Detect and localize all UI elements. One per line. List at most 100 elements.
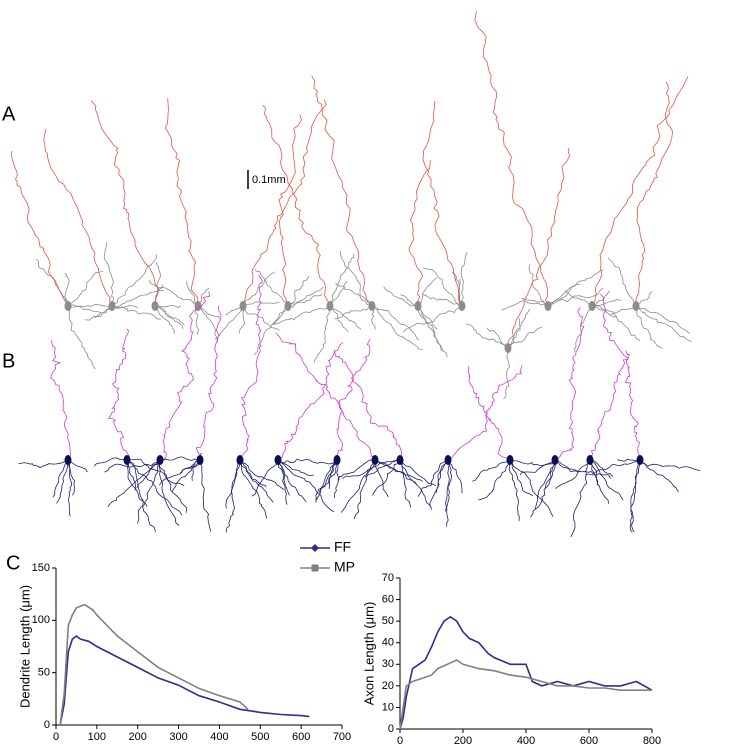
dendrite: [329, 280, 348, 307]
y-tick-label: 20: [382, 680, 394, 692]
axon: [278, 114, 303, 307]
dendrite: [239, 459, 267, 519]
dendrite: [242, 301, 280, 307]
dendrite: [635, 305, 690, 334]
dendrite: [277, 459, 307, 503]
dendrite: [67, 459, 76, 496]
legend-marker: [311, 544, 319, 552]
dendrite: [417, 459, 449, 497]
dendrite: [36, 259, 69, 307]
dendrite: [287, 293, 323, 308]
dendrite: [111, 305, 161, 320]
dendrite: [287, 287, 324, 307]
dendrite: [56, 459, 69, 504]
dendrite: [186, 280, 199, 307]
axon: [333, 349, 403, 461]
x-tick-label: 0: [397, 735, 403, 746]
soma: [371, 455, 379, 465]
dendrite: [547, 269, 604, 307]
dendrite: [501, 299, 549, 311]
scale-bar-label: 0.1mm: [252, 174, 286, 186]
dendrite: [341, 459, 376, 513]
dendrite: [353, 459, 377, 520]
panel-label: A: [2, 103, 16, 125]
x-tick-label: 100: [88, 731, 106, 743]
soma: [284, 301, 292, 311]
dendrite: [335, 283, 373, 307]
soma: [444, 455, 452, 465]
axon: [277, 342, 344, 461]
axon: [467, 365, 511, 461]
x-tick-label: 600: [292, 731, 310, 743]
dendrite: [340, 250, 373, 307]
axon: [591, 76, 689, 307]
dendrite: [199, 459, 211, 532]
dendrite: [239, 459, 267, 488]
dendrite: [318, 459, 338, 494]
soma: [239, 301, 247, 311]
dendrite: [435, 459, 449, 493]
dendrite: [126, 458, 185, 486]
y-tick-label: 0: [44, 719, 50, 731]
dendrite: [635, 291, 653, 307]
soma: [333, 455, 341, 465]
soma: [396, 455, 404, 465]
dendrite: [154, 305, 175, 334]
dendrite: [589, 459, 624, 501]
dendrite: [225, 459, 241, 509]
x-tick-label: 400: [517, 735, 535, 746]
dendrite: [84, 305, 113, 321]
dendrite: [67, 271, 103, 307]
legend-marker: [311, 564, 319, 572]
axon: [159, 291, 211, 461]
dendrite: [371, 305, 376, 330]
dendrite: [329, 253, 355, 307]
axon: [238, 275, 263, 461]
dendrite: [197, 305, 219, 343]
dendrite: [316, 459, 338, 501]
dendrite: [277, 459, 288, 505]
dendrite: [589, 459, 614, 477]
dendrite: [521, 297, 549, 307]
series-line: [399, 659, 652, 730]
x-tick-label: 300: [169, 731, 187, 743]
soma: [64, 455, 72, 465]
dendrite: [172, 459, 201, 493]
dendrite: [329, 305, 362, 330]
dendrite: [635, 305, 663, 349]
dendrite: [509, 459, 554, 517]
y-tick-label: 40: [382, 637, 394, 649]
dendrite: [374, 459, 418, 485]
soma: [274, 455, 282, 465]
axon: [635, 81, 673, 307]
dendrite: [337, 459, 376, 481]
series-line: [59, 634, 310, 726]
dendrite: [126, 459, 156, 533]
series-line: [59, 603, 249, 726]
axon: [408, 159, 431, 307]
dendrite: [608, 257, 637, 307]
dendrite: [465, 323, 509, 349]
dendrite: [445, 459, 450, 527]
dendrite: [503, 347, 510, 400]
x-tick-label: 800: [643, 735, 661, 746]
dendrite: [52, 459, 69, 498]
dendrite: [329, 305, 349, 332]
dendrite: [555, 459, 591, 489]
axon: [554, 307, 585, 461]
dendrite: [313, 305, 331, 364]
dendrite: [126, 459, 148, 507]
soma: [588, 301, 596, 311]
dendrite: [159, 459, 188, 513]
dendrite: [451, 272, 463, 307]
dendrite: [18, 459, 69, 469]
neuron-reconstructions: [11, 11, 701, 537]
dendrite: [126, 459, 183, 516]
axon: [589, 350, 630, 461]
y-axis-label: Axon Length (μm): [361, 602, 376, 706]
axon: [165, 98, 199, 307]
dendrite: [107, 459, 161, 508]
soma: [123, 455, 131, 465]
dendrite: [507, 318, 521, 349]
dendrite: [149, 279, 199, 307]
